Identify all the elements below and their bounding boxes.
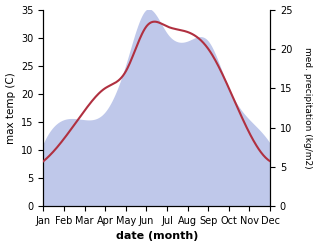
Y-axis label: max temp (C): max temp (C) bbox=[5, 72, 16, 144]
X-axis label: date (month): date (month) bbox=[115, 231, 198, 242]
Y-axis label: med. precipitation (kg/m2): med. precipitation (kg/m2) bbox=[303, 47, 313, 169]
